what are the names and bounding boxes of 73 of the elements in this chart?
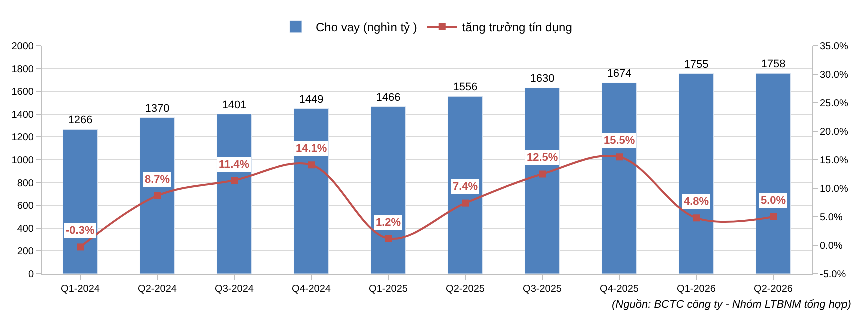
point — [539, 170, 546, 178]
y-tick-label: 1200 — [12, 132, 34, 144]
y2-tick-label: 30.0% — [820, 70, 848, 81]
text: (Nguồn: BCTC công ty - Nhóm LTBNM tổng hợp) — [612, 299, 852, 311]
data-label: 8.7% — [145, 174, 170, 186]
x-tick-label: Q2-2024 — [138, 284, 178, 295]
data-label: 5.0% — [761, 195, 786, 207]
point — [77, 244, 84, 251]
y-tick-label: 1000 — [12, 156, 34, 166]
y-tick-label: 2000 — [12, 42, 34, 52]
y2-tick-label: -5.0% — [820, 270, 846, 280]
x-tick-label: Q2-2025 — [446, 284, 486, 295]
x-tick-label: Q2-2026 — [754, 284, 794, 295]
point — [770, 214, 777, 220]
point — [385, 235, 392, 242]
x-tick-label: Q4-2025 — [600, 284, 640, 295]
data-label: 1266 — [68, 114, 93, 127]
x-tick-label: Q4-2024 — [292, 284, 332, 295]
data-label: 1556 — [453, 82, 478, 94]
point — [693, 214, 700, 222]
y2-tick-label: 20.0% — [820, 127, 848, 138]
data-label: 4.8% — [684, 196, 710, 208]
data-label: 12.5% — [527, 152, 558, 164]
y-tick-label: 400 — [17, 224, 34, 235]
data-label: 7.4% — [453, 181, 478, 193]
data-label: 1466 — [376, 92, 401, 104]
data-label: 1674 — [607, 68, 632, 80]
data-label: 11.4% — [219, 159, 250, 171]
x-tick-label: Q1-2025 — [369, 284, 408, 295]
x-tick-label: Q1-2024 — [61, 284, 100, 295]
bar — [448, 96, 484, 274]
data-label: -0.3% — [66, 225, 95, 237]
point — [462, 200, 469, 207]
data-label: 1401 — [222, 99, 247, 112]
data-label: 1449 — [299, 94, 324, 106]
legend-label: Cho vay (nghìn tỷ ) — [316, 20, 418, 35]
data-label: 1630 — [530, 73, 555, 86]
x-tick-label: Q3-2024 — [215, 284, 254, 295]
point — [231, 177, 238, 184]
x-tick-label: Q1-2026 — [677, 284, 716, 295]
point — [616, 154, 623, 161]
y2-tick-label: 10.0% — [820, 184, 848, 195]
y-tick-label: 1400 — [12, 110, 34, 121]
y2-tick-label: 35.0% — [820, 42, 848, 52]
data-label: 1755 — [684, 58, 709, 71]
bar — [756, 73, 792, 274]
y-tick-label: 200 — [17, 246, 34, 258]
bar — [294, 108, 330, 274]
point — [154, 192, 161, 200]
point — [308, 162, 315, 169]
data-label: 1.2% — [376, 217, 402, 229]
y-tick-label: 800 — [17, 178, 34, 190]
data-label: 1370 — [145, 102, 170, 115]
data-label: 14.1% — [296, 143, 328, 155]
bar — [602, 82, 638, 274]
y2-tick-label: 5.0% — [820, 212, 843, 224]
legend-label: tăng trưởng tín dụng — [462, 20, 572, 35]
bar — [216, 114, 252, 274]
y-tick-label: 1800 — [12, 64, 34, 76]
bar — [140, 118, 176, 274]
y-tick-label: 1600 — [12, 87, 34, 98]
bar — [678, 74, 714, 274]
y-tick-label: 600 — [17, 201, 34, 212]
bar — [62, 129, 98, 274]
bar — [370, 106, 406, 274]
y2-tick-label: 15.0% — [820, 156, 848, 166]
data-label: 1758 — [761, 58, 786, 71]
y2-tick-label: 25.0% — [820, 98, 848, 110]
y2-tick-label: 0.0% — [820, 241, 843, 252]
x-tick-label: Q3-2025 — [523, 284, 562, 295]
bar — [524, 88, 560, 274]
data-label: 15.5% — [604, 135, 636, 147]
y-tick-label: 0 — [28, 270, 34, 280]
